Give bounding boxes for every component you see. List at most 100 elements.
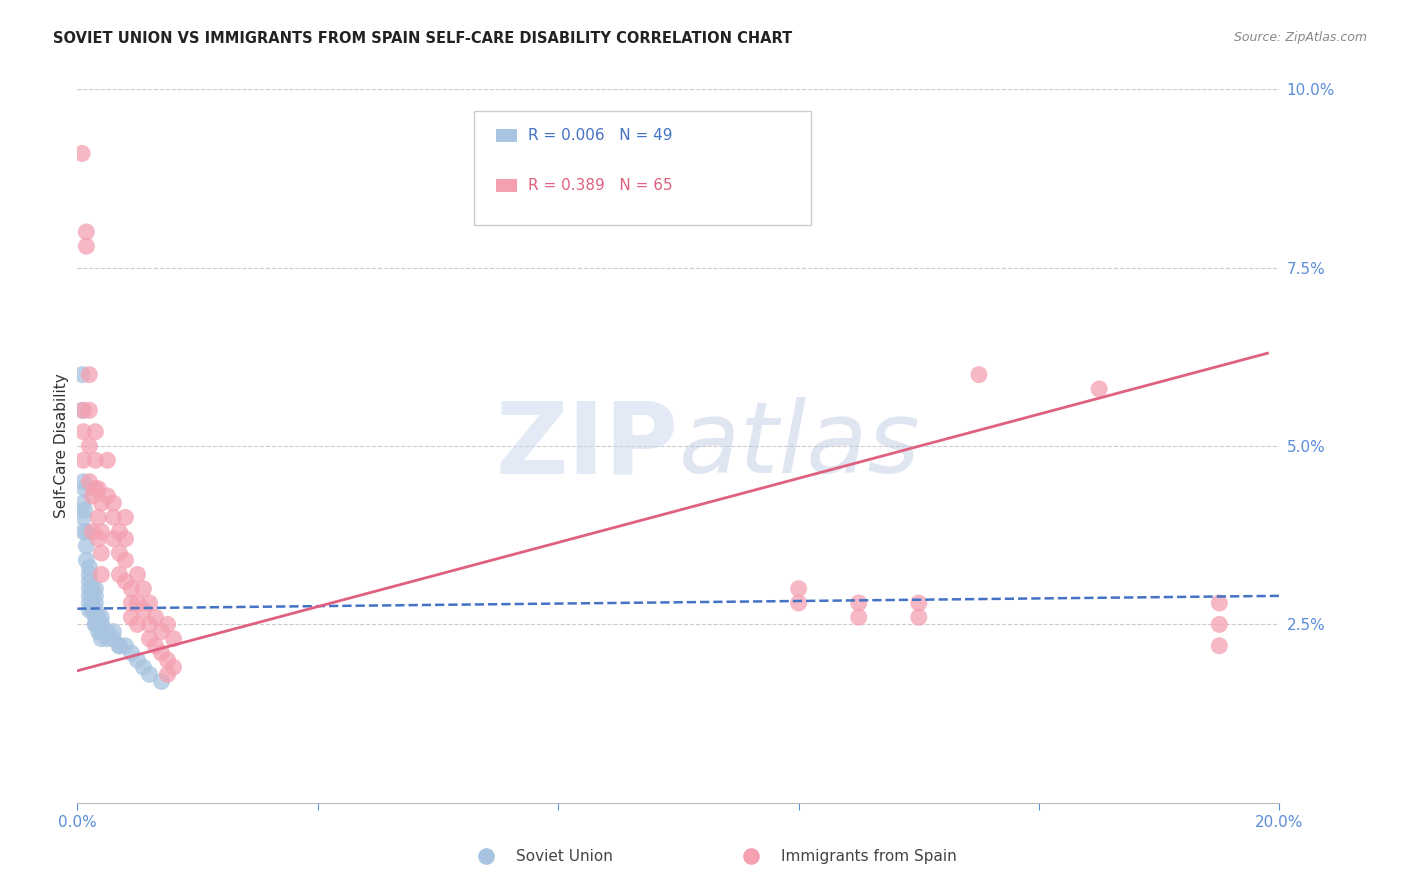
Point: [96, 489, 118, 503]
Point: [120, 582, 142, 596]
Point: [1208, 639, 1230, 653]
Point: [90, 567, 112, 582]
Point: [162, 632, 184, 646]
Point: [90, 632, 112, 646]
Point: [73, 482, 96, 496]
Point: [84, 425, 107, 439]
Point: [120, 596, 142, 610]
Point: [156, 667, 179, 681]
Point: [79, 560, 101, 574]
Point: [103, 632, 125, 646]
Point: [79, 403, 101, 417]
Point: [132, 660, 155, 674]
Point: [79, 567, 101, 582]
Point: [120, 646, 142, 660]
Point: [82, 603, 104, 617]
Point: [114, 553, 136, 567]
Point: [90, 624, 112, 639]
Point: [127, 596, 149, 610]
Point: [73, 503, 96, 517]
Point: [150, 624, 173, 639]
Point: [84, 482, 107, 496]
Point: [103, 532, 125, 546]
Point: [84, 610, 107, 624]
Point: [138, 596, 160, 610]
Point: [1088, 382, 1111, 396]
Point: [82, 596, 104, 610]
Point: [87, 482, 110, 496]
Point: [72, 524, 94, 539]
Text: Immigrants from Spain: Immigrants from Spain: [780, 849, 956, 863]
Point: [108, 524, 131, 539]
Point: [96, 632, 118, 646]
Point: [72, 510, 94, 524]
Point: [82, 524, 104, 539]
Y-axis label: Self-Care Disability: Self-Care Disability: [53, 374, 69, 518]
Text: R = 0.389   N = 65: R = 0.389 N = 65: [529, 178, 672, 193]
Point: [120, 610, 142, 624]
Point: [114, 510, 136, 524]
Point: [75, 539, 97, 553]
Point: [90, 617, 112, 632]
Point: [84, 453, 107, 467]
Point: [138, 632, 160, 646]
Point: [90, 496, 112, 510]
Point: [150, 646, 173, 660]
Point: [156, 617, 179, 632]
Point: [79, 475, 101, 489]
Point: [787, 596, 810, 610]
Point: [127, 567, 149, 582]
Point: [84, 617, 107, 632]
Point: [162, 660, 184, 674]
Point: [127, 653, 149, 667]
Point: [150, 674, 173, 689]
Point: [79, 582, 101, 596]
Point: [108, 567, 131, 582]
Point: [75, 553, 97, 567]
Point: [103, 496, 125, 510]
Point: [87, 617, 110, 632]
Point: [79, 439, 101, 453]
Point: [90, 610, 112, 624]
Point: [145, 610, 167, 624]
Point: [132, 582, 155, 596]
Point: [96, 624, 118, 639]
Point: [114, 532, 136, 546]
Point: [1208, 596, 1230, 610]
Point: [848, 596, 870, 610]
Point: [127, 617, 149, 632]
Point: [75, 239, 97, 253]
Point: [848, 610, 870, 624]
Point: [114, 639, 136, 653]
Point: [79, 574, 101, 589]
Point: [84, 582, 107, 596]
Point: [75, 524, 97, 539]
Point: [108, 639, 131, 653]
Point: [138, 667, 160, 681]
Point: [84, 617, 107, 632]
Point: [138, 617, 160, 632]
Point: [103, 624, 125, 639]
Point: [79, 368, 101, 382]
Text: Soviet Union: Soviet Union: [516, 849, 613, 863]
Point: [103, 510, 125, 524]
Point: [84, 603, 107, 617]
Point: [908, 610, 931, 624]
Text: atlas: atlas: [679, 398, 920, 494]
Point: [75, 225, 97, 239]
Point: [1208, 617, 1230, 632]
Point: [87, 510, 110, 524]
Point: [70, 146, 93, 161]
Point: [90, 617, 112, 632]
Point: [70, 403, 93, 417]
FancyBboxPatch shape: [474, 111, 811, 225]
Point: [82, 582, 104, 596]
Point: [72, 425, 94, 439]
Text: Source: ZipAtlas.com: Source: ZipAtlas.com: [1233, 31, 1367, 45]
Point: [72, 496, 94, 510]
Point: [90, 624, 112, 639]
Point: [70, 368, 93, 382]
Point: [87, 532, 110, 546]
Point: [84, 596, 107, 610]
Text: SOVIET UNION VS IMMIGRANTS FROM SPAIN SELF-CARE DISABILITY CORRELATION CHART: SOVIET UNION VS IMMIGRANTS FROM SPAIN SE…: [53, 31, 793, 46]
